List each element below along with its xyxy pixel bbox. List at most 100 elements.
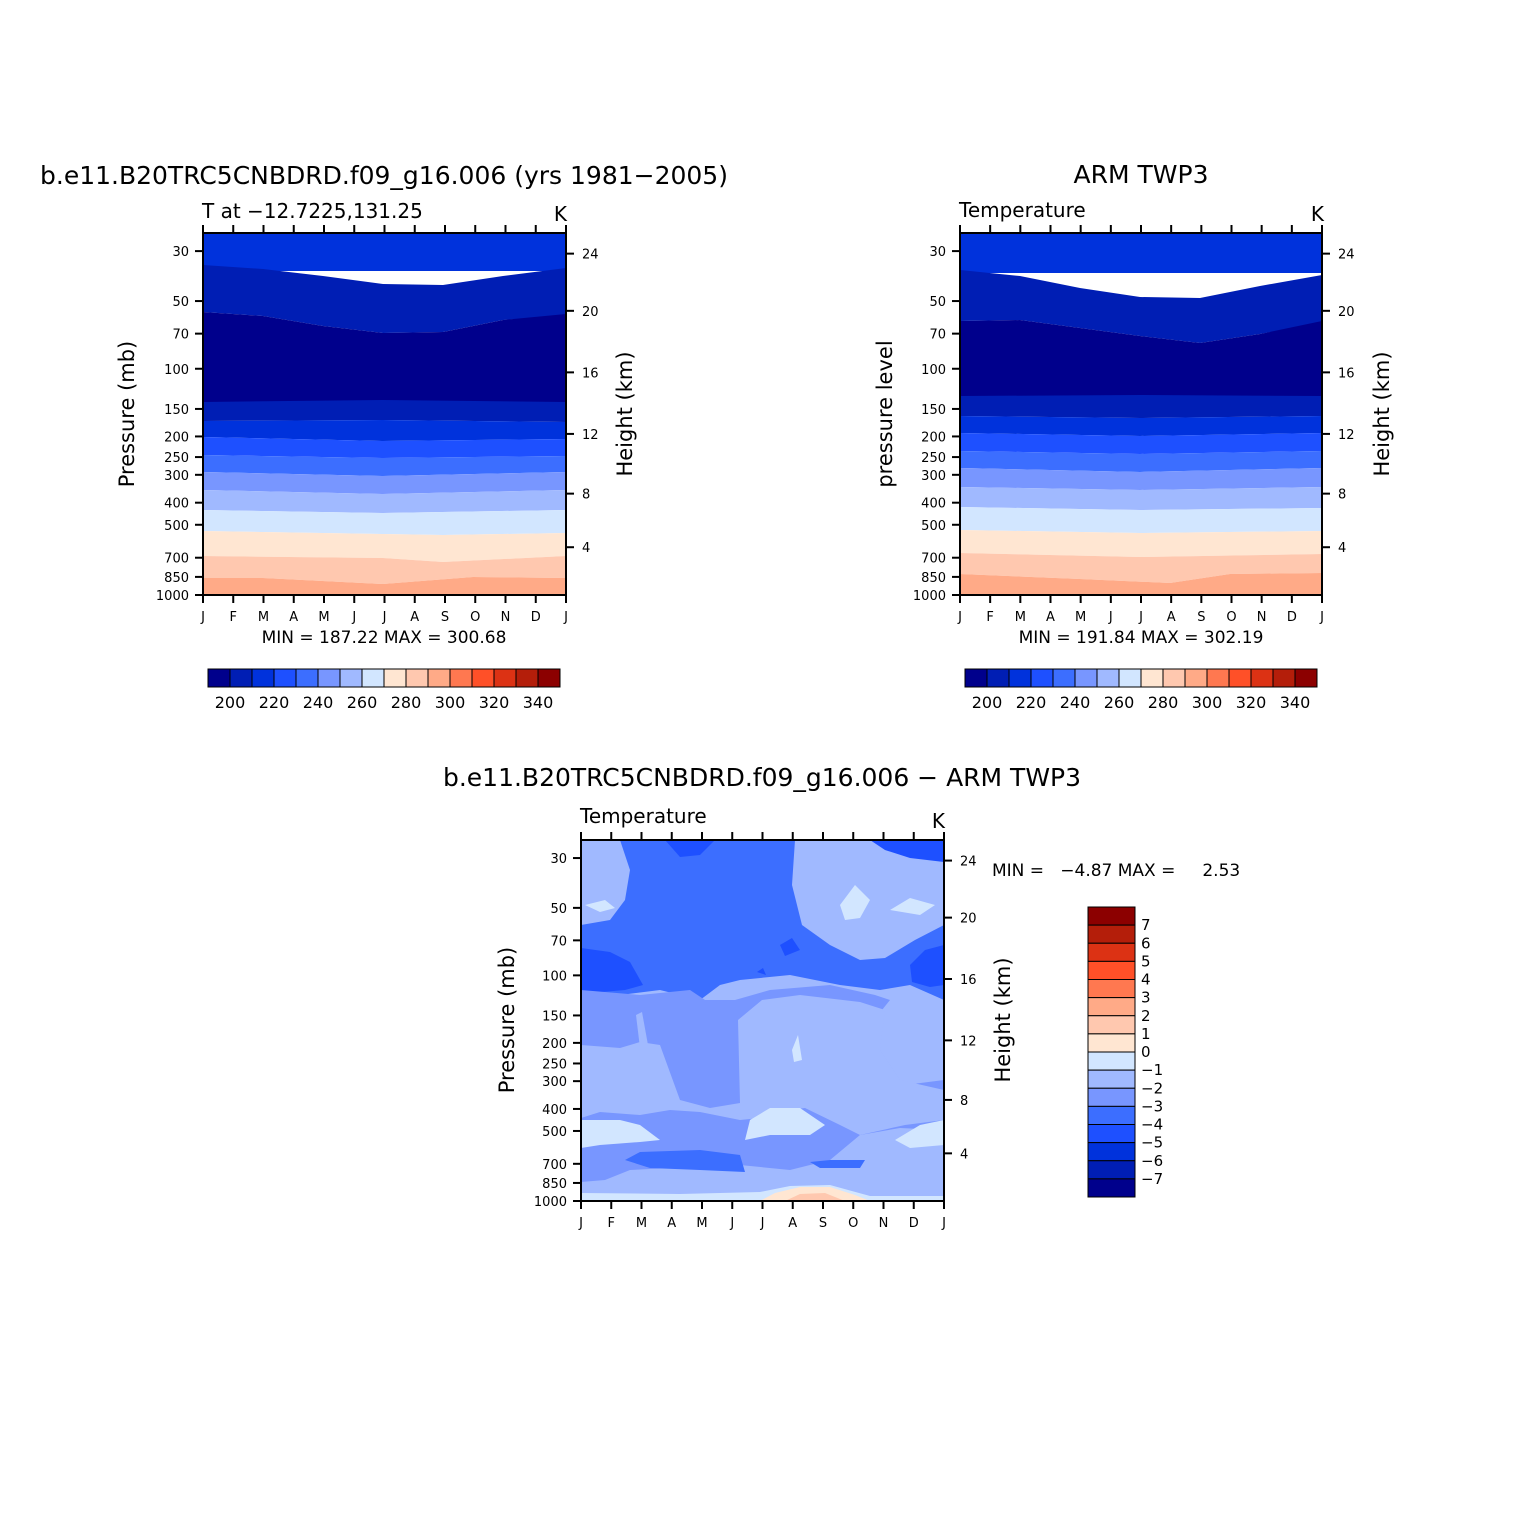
region (581, 995, 944, 1135)
x-tick-label: S (1197, 610, 1205, 625)
colorbar-box (493, 668, 517, 688)
colorbar-label: 320 (479, 693, 510, 712)
band (203, 265, 566, 333)
x-tick-label: S (819, 1216, 827, 1231)
panel-model-ylabel-right: Height (km) (613, 351, 637, 476)
region (792, 1035, 802, 1062)
region (840, 885, 870, 920)
x-tick-label: D (1287, 610, 1297, 625)
colorbar-box (1087, 1015, 1136, 1035)
band (960, 233, 1322, 273)
height-tick-label: 8 (1338, 488, 1346, 503)
band (960, 553, 1322, 583)
band (960, 487, 1322, 510)
region (665, 840, 715, 857)
band (203, 420, 566, 441)
height-tick-label: 16 (960, 973, 977, 988)
y-tick-label: 700 (921, 552, 946, 567)
panel-diff-ylabel: Pressure (mb) (495, 947, 519, 1094)
colorbar-label: 300 (435, 693, 466, 712)
y-tick-label: 500 (542, 1125, 567, 1140)
y-tick-label: 500 (164, 519, 189, 534)
colorbar-label: 0 (1141, 1043, 1151, 1061)
y-tick-label: 1000 (534, 1195, 567, 1210)
x-tick-label: O (470, 610, 480, 625)
height-tick-label: 4 (582, 541, 590, 556)
colorbar-box (986, 668, 1010, 688)
y-tick-label: 300 (542, 1075, 567, 1090)
band (960, 320, 1322, 396)
band (203, 577, 566, 595)
x-tick-label: J (200, 610, 205, 625)
band (203, 490, 566, 513)
colorbar-box (1030, 668, 1054, 688)
y-tick-label: 30 (550, 852, 567, 867)
colorbar-box (1087, 1033, 1136, 1053)
colorbar-box (1087, 1069, 1136, 1089)
panel-model-y-ticks: 30 50 70 100 150 200 250 300 400 500 700 850 1000 (156, 245, 203, 604)
colorbar-label: 320 (1236, 693, 1267, 712)
colorbar-box (537, 668, 561, 688)
colorbar-label: −2 (1141, 1079, 1163, 1097)
panel-diff-regions (581, 840, 944, 1201)
height-tick-label: 4 (960, 1147, 968, 1162)
band (203, 400, 566, 422)
x-tick-label: F (608, 1216, 615, 1231)
region (757, 968, 766, 975)
colorbar-label: 340 (1280, 693, 1311, 712)
y-tick-label: 200 (542, 1037, 567, 1052)
y-tick-label: 250 (542, 1057, 567, 1072)
panel-model-ylabel: Pressure (mb) (115, 341, 139, 488)
band (960, 507, 1322, 533)
height-tick-label: 12 (960, 1034, 977, 1049)
y-tick-label: 400 (164, 497, 189, 512)
colorbar-box (273, 668, 297, 688)
colorbar-box (361, 668, 385, 688)
colorbar-box (1087, 906, 1136, 926)
y-tick-label: 700 (164, 552, 189, 567)
x-tick-label: M (636, 1216, 647, 1231)
band (960, 416, 1322, 436)
height-tick-label: 8 (960, 1094, 968, 1109)
region (895, 1120, 944, 1148)
colorbar-label: 6 (1141, 934, 1151, 952)
x-tick-label: M (318, 610, 329, 625)
colorbar-box (1272, 668, 1296, 688)
colorbar-box (1087, 960, 1136, 980)
y-tick-label: 250 (164, 451, 189, 466)
region (581, 840, 944, 1000)
colorbar-box (964, 668, 988, 688)
region (780, 938, 800, 956)
y-tick-label: 50 (929, 295, 946, 310)
x-tick-label: M (1075, 610, 1086, 625)
colorbar-label: 2 (1141, 1007, 1151, 1025)
y-tick-label: 500 (921, 519, 946, 534)
colorbar-label: −7 (1141, 1170, 1163, 1188)
y-tick-label: 50 (550, 902, 567, 917)
panel-obs-stats: MIN = 191.84 MAX = 302.19 (1019, 628, 1264, 648)
colorbar-box (229, 668, 253, 688)
band (960, 395, 1322, 418)
region (636, 1012, 648, 1048)
y-tick-label: 30 (929, 245, 946, 260)
colorbar-box (251, 668, 275, 688)
colorbar-box (1118, 668, 1142, 688)
band (203, 510, 566, 535)
colorbar-label: 260 (347, 693, 378, 712)
region (890, 898, 935, 915)
y-tick-label: 300 (164, 469, 189, 484)
band (203, 233, 566, 271)
colorbar-box (1087, 1105, 1136, 1125)
colorbar-box (1250, 668, 1274, 688)
height-tick-label: 20 (1338, 305, 1355, 320)
region (870, 840, 944, 862)
colorbar-label: −1 (1141, 1061, 1163, 1079)
region (581, 1120, 660, 1148)
colorbar-box (1140, 668, 1164, 688)
y-tick-label: 150 (921, 403, 946, 418)
y-tick-label: 150 (164, 403, 189, 418)
region (581, 948, 643, 993)
region (810, 1160, 865, 1168)
colorbar-box (1087, 1160, 1136, 1180)
